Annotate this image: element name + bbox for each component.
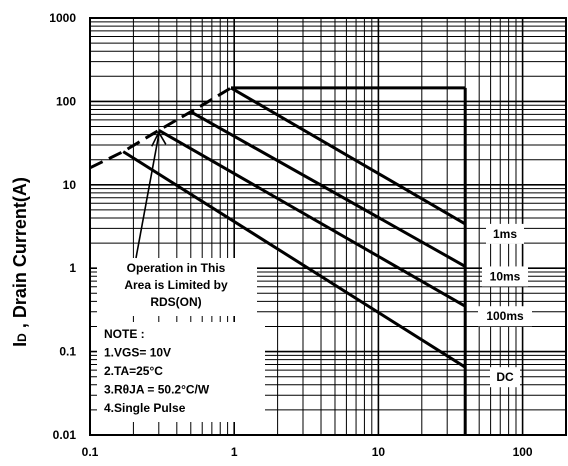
series-label-1ms: 1ms — [493, 227, 517, 241]
note-line: 3.RθJA = 50.2°C/W — [104, 383, 210, 397]
y-tick-label: 1 — [69, 261, 76, 275]
series-label-box — [482, 266, 528, 287]
y-axis-ticks: 0.01 0.1 1 10 100 1000 — [49, 11, 76, 442]
y-axis-label: ID , Drain Current(A) — [10, 177, 30, 347]
series-label-box — [490, 367, 520, 388]
y-axis-label-main: I — [10, 342, 30, 347]
note-line: 4.Single Pulse — [104, 401, 186, 415]
note-line: 1.VGS= 10V — [104, 346, 171, 360]
x-tick-label: 10 — [372, 445, 386, 459]
x-tick-label: 0.1 — [82, 445, 99, 459]
plot-frame — [89, 17, 567, 436]
series-label-10ms: 10ms — [490, 269, 521, 283]
x-axis-ticks: 0.1 1 10 100 — [82, 445, 533, 459]
note-line: 2.TA=25°C — [104, 364, 163, 378]
x-tick-label: 100 — [513, 445, 533, 459]
annotation-line: RDS(ON) — [150, 295, 201, 309]
y-tick-label: 10 — [63, 178, 77, 192]
y-tick-label: 0.1 — [59, 345, 76, 359]
series-label-DC: DC — [496, 370, 514, 384]
y-tick-label: 1000 — [49, 11, 76, 25]
series-label-100ms: 100ms — [486, 309, 524, 323]
note-box — [97, 322, 265, 422]
y-axis-label-rest: , Drain Current(A) — [10, 177, 30, 333]
chart-label-boxes: 1ms 10ms 100ms DC Operation in This Area is L… — [97, 130, 532, 422]
rds-on-limit-line — [89, 86, 232, 170]
annotation-arrowhead — [151, 130, 167, 147]
annotation-line: Area is Limited by — [124, 278, 228, 292]
y-tick-label: 100 — [56, 94, 76, 108]
note-line: NOTE : — [104, 327, 145, 341]
series-line-DC — [122, 150, 466, 369]
series-label-box — [486, 223, 524, 244]
x-tick-label: 1 — [231, 445, 238, 459]
annotation-box — [97, 258, 257, 316]
chart-curves — [89, 86, 467, 435]
y-tick-label: 0.01 — [53, 428, 77, 442]
series-line-100ms — [158, 128, 466, 308]
annotation-arrow — [135, 134, 160, 259]
y-axis-label-sub: D — [15, 333, 29, 342]
series-label-box — [478, 306, 532, 327]
series-line-1ms — [230, 86, 466, 226]
series-line-10ms — [190, 110, 466, 268]
annotation-line: Operation in This — [127, 261, 226, 275]
